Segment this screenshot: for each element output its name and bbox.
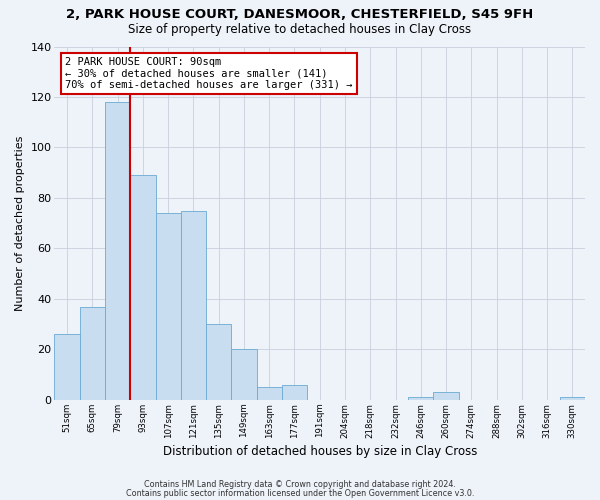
Bar — [80, 306, 105, 400]
Text: Size of property relative to detached houses in Clay Cross: Size of property relative to detached ho… — [128, 22, 472, 36]
Bar — [155, 213, 181, 400]
Text: Contains public sector information licensed under the Open Government Licence v3: Contains public sector information licen… — [126, 488, 474, 498]
Bar — [408, 398, 433, 400]
Bar — [232, 350, 257, 400]
Text: Contains HM Land Registry data © Crown copyright and database right 2024.: Contains HM Land Registry data © Crown c… — [144, 480, 456, 489]
Bar — [282, 385, 307, 400]
Bar — [560, 398, 585, 400]
Bar — [55, 334, 80, 400]
Bar — [206, 324, 232, 400]
Text: 2, PARK HOUSE COURT, DANESMOOR, CHESTERFIELD, S45 9FH: 2, PARK HOUSE COURT, DANESMOOR, CHESTERF… — [67, 8, 533, 20]
Bar — [181, 210, 206, 400]
Bar — [105, 102, 130, 400]
Text: 2 PARK HOUSE COURT: 90sqm
← 30% of detached houses are smaller (141)
70% of semi: 2 PARK HOUSE COURT: 90sqm ← 30% of detac… — [65, 57, 353, 90]
Bar — [130, 175, 155, 400]
Bar — [433, 392, 458, 400]
Y-axis label: Number of detached properties: Number of detached properties — [15, 136, 25, 311]
Bar — [257, 388, 282, 400]
X-axis label: Distribution of detached houses by size in Clay Cross: Distribution of detached houses by size … — [163, 444, 477, 458]
